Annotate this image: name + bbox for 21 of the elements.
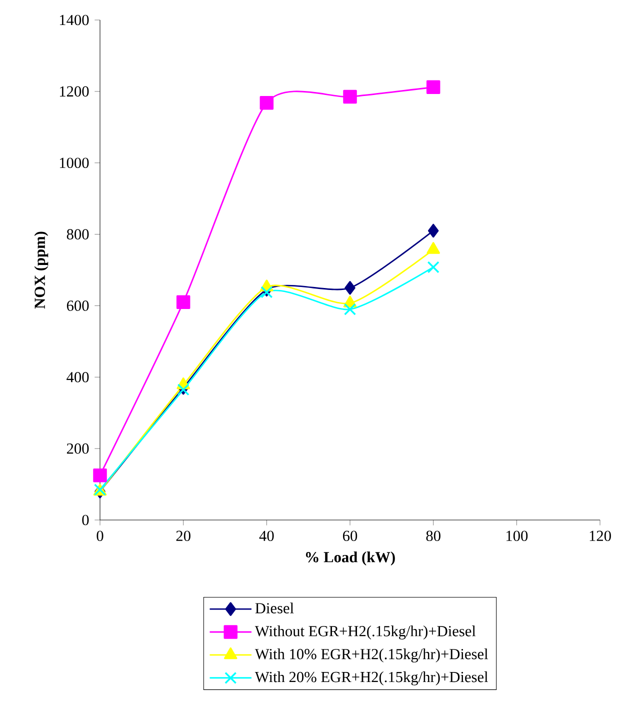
x-tick-label: 80	[426, 530, 440, 542]
y-tick-label: 800	[66, 229, 89, 240]
legend-label: Diesel	[255, 602, 294, 614]
x-tick-label: 20	[176, 530, 190, 542]
legend-label: With 20% EGR+H2(.15kg/hr)+Diesel	[254, 671, 488, 686]
y-tick-label: 1000	[60, 158, 89, 168]
x-tick-label: 60	[342, 530, 358, 542]
legend-label: Without EGR+H2(.15kg/hr)+Diesel	[254, 626, 476, 640]
y-tick-label: 400	[66, 372, 89, 382]
y-tick-label: 1400	[60, 14, 89, 26]
x-tick-label: 40	[259, 530, 274, 542]
y-axis-title: NOX (ppm)	[34, 232, 48, 309]
x-axis-title: % Load (kW)	[306, 552, 395, 566]
legend-label: With 10% EGR+H2(.15kg/hr)+Diesel	[254, 648, 488, 662]
x-tick-label: 0	[96, 530, 104, 542]
x-tick-label: 100	[506, 530, 528, 542]
y-tick-label: 200	[66, 443, 89, 454]
y-tick-label: 1200	[60, 86, 89, 97]
y-tick-label: 600	[66, 300, 89, 311]
y-tick-label: 0	[82, 514, 89, 526]
x-tick-label: 120	[590, 530, 611, 542]
